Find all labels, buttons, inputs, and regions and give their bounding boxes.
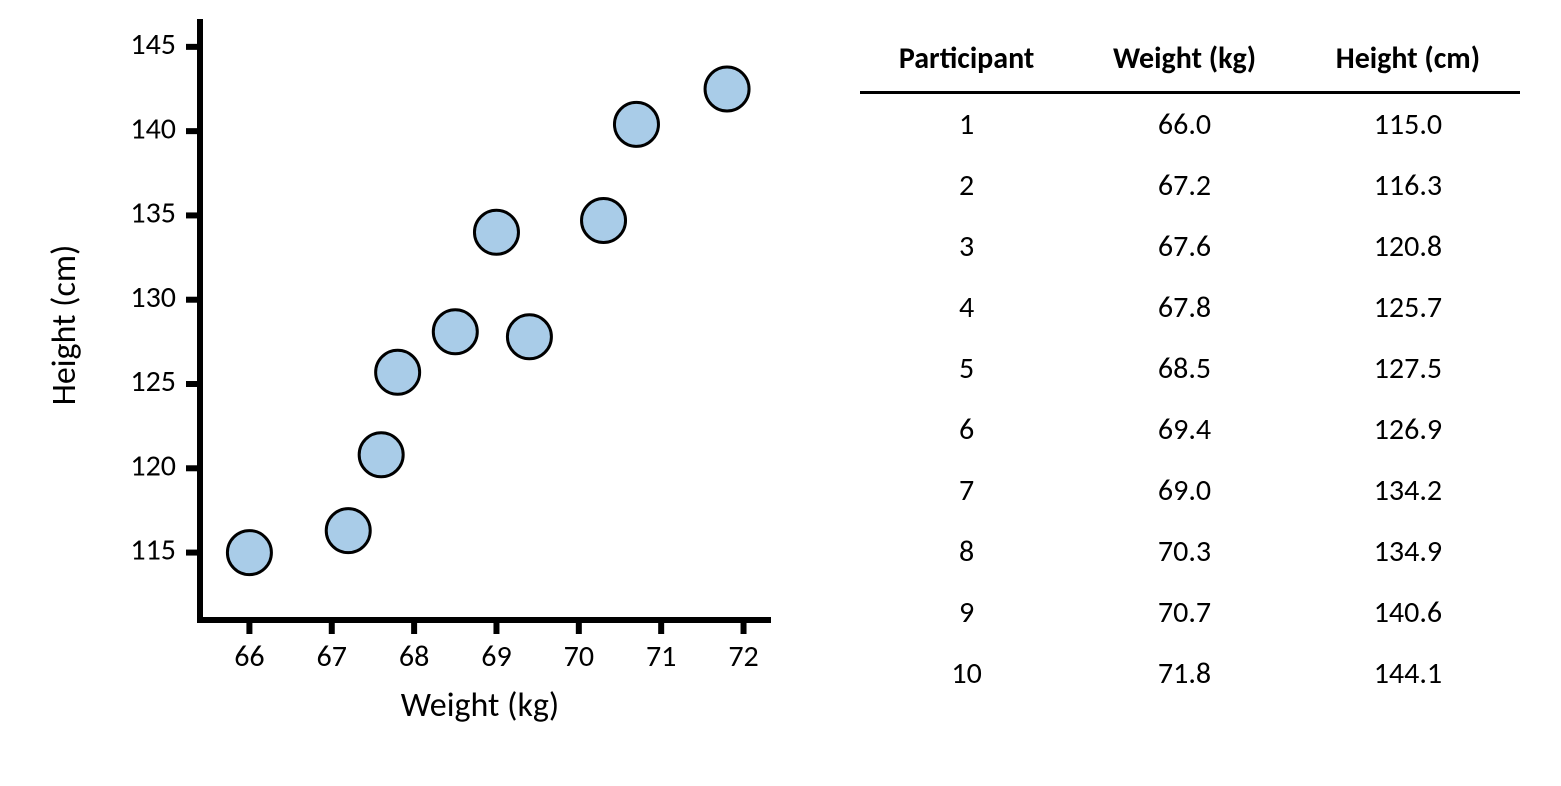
page-root: 11512012513013514014566676869707172Weigh… bbox=[0, 0, 1561, 786]
table-cell: 67.8 bbox=[1073, 277, 1296, 338]
data-point bbox=[376, 350, 420, 394]
y-axis-label: Height (cm) bbox=[44, 245, 85, 406]
table-cell: 8 bbox=[860, 521, 1073, 582]
table-cell: 134.2 bbox=[1296, 460, 1520, 521]
table-cell: 140.6 bbox=[1296, 582, 1520, 643]
table-header-row: Participant Weight (kg) Height (cm) bbox=[860, 30, 1520, 93]
col-participant: Participant bbox=[860, 30, 1073, 93]
y-tick-label: 145 bbox=[130, 26, 176, 63]
y-tick-label: 140 bbox=[130, 110, 176, 147]
data-point bbox=[614, 102, 658, 146]
table-cell: 69.0 bbox=[1073, 460, 1296, 521]
data-table: Participant Weight (kg) Height (cm) 166.… bbox=[860, 30, 1520, 704]
table-cell: 10 bbox=[860, 643, 1073, 704]
table-row: 568.5127.5 bbox=[860, 338, 1520, 399]
table-cell: 71.8 bbox=[1073, 643, 1296, 704]
table-cell: 70.3 bbox=[1073, 521, 1296, 582]
table-cell: 9 bbox=[860, 582, 1073, 643]
table-row: 870.3134.9 bbox=[860, 521, 1520, 582]
table-row: 669.4126.9 bbox=[860, 399, 1520, 460]
table-cell: 4 bbox=[860, 277, 1073, 338]
table-cell: 69.4 bbox=[1073, 399, 1296, 460]
table-cell: 125.7 bbox=[1296, 277, 1520, 338]
table-cell: 6 bbox=[860, 399, 1073, 460]
table-cell: 120.8 bbox=[1296, 216, 1520, 277]
data-point bbox=[227, 531, 271, 575]
col-weight: Weight (kg) bbox=[1073, 30, 1296, 93]
y-tick-label: 120 bbox=[130, 447, 176, 484]
data-point bbox=[705, 67, 749, 111]
table-cell: 115.0 bbox=[1296, 93, 1520, 156]
table-cell: 68.5 bbox=[1073, 338, 1296, 399]
table-cell: 127.5 bbox=[1296, 338, 1520, 399]
x-tick-label: 67 bbox=[317, 638, 347, 675]
table-cell: 70.7 bbox=[1073, 582, 1296, 643]
chart-svg: 115 120 125 130 135 140 145 66 67 68 69 70 71 72 Weigh… bbox=[30, 10, 810, 780]
data-point bbox=[474, 210, 518, 254]
y-tick-label: 135 bbox=[130, 195, 176, 232]
data-point bbox=[433, 310, 477, 354]
table-cell: 116.3 bbox=[1296, 155, 1520, 216]
table-cell: 67.6 bbox=[1073, 216, 1296, 277]
table-head: Participant Weight (kg) Height (cm) bbox=[860, 30, 1520, 93]
table-cell: 1 bbox=[860, 93, 1073, 156]
x-tick-label: 68 bbox=[399, 638, 429, 675]
col-height: Height (cm) bbox=[1296, 30, 1520, 93]
table-cell: 5 bbox=[860, 338, 1073, 399]
scatter-chart: 115 120 125 130 135 140 145 66 67 68 69 70 71 72 Weigh… bbox=[30, 10, 810, 780]
table-cell: 7 bbox=[860, 460, 1073, 521]
table-cell: 126.9 bbox=[1296, 399, 1520, 460]
x-tick-label: 71 bbox=[646, 638, 676, 675]
y-tick-label: 125 bbox=[130, 363, 176, 400]
x-tick-label: 70 bbox=[564, 638, 594, 675]
data-point bbox=[359, 433, 403, 477]
table-row: 970.7140.6 bbox=[860, 582, 1520, 643]
table-cell: 144.1 bbox=[1296, 643, 1520, 704]
table-row: 769.0134.2 bbox=[860, 460, 1520, 521]
data-point bbox=[507, 315, 551, 359]
table-cell: 134.9 bbox=[1296, 521, 1520, 582]
y-tick-label: 130 bbox=[130, 279, 176, 316]
table-row: 467.8125.7 bbox=[860, 277, 1520, 338]
table-row: 166.0115.0 bbox=[860, 93, 1520, 156]
table-cell: 67.2 bbox=[1073, 155, 1296, 216]
table-cell: 66.0 bbox=[1073, 93, 1296, 156]
x-tick-label: 66 bbox=[234, 638, 264, 675]
table-row: 267.2116.3 bbox=[860, 155, 1520, 216]
data-point bbox=[582, 198, 626, 242]
x-axis-label: Weight (kg) bbox=[401, 685, 559, 726]
table-cell: 3 bbox=[860, 216, 1073, 277]
data-point bbox=[326, 509, 370, 553]
y-tick-label: 115 bbox=[130, 532, 176, 569]
table-row: 1071.8144.1 bbox=[860, 643, 1520, 704]
x-tick-label: 69 bbox=[481, 638, 511, 675]
data-table-wrap: Participant Weight (kg) Height (cm) 166.… bbox=[860, 30, 1520, 704]
table-cell: 2 bbox=[860, 155, 1073, 216]
x-tick-label: 72 bbox=[728, 638, 758, 675]
table-row: 367.6120.8 bbox=[860, 216, 1520, 277]
table-body: 166.0115.0267.2116.3367.6120.8467.8125.7… bbox=[860, 93, 1520, 705]
